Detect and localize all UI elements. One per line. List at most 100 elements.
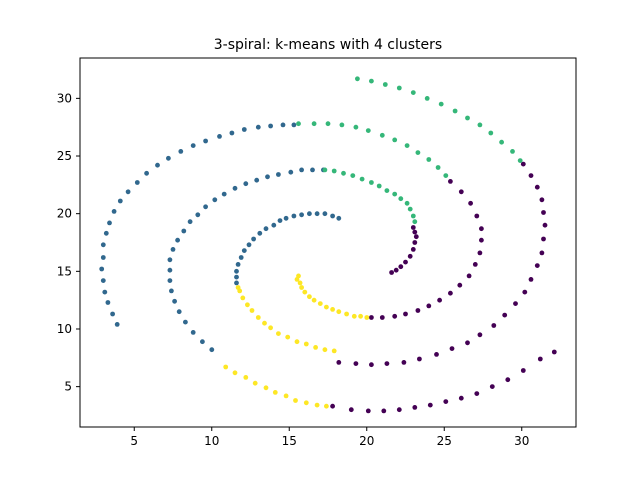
data-point [488,130,494,136]
data-point [246,242,252,248]
data-point [102,289,108,295]
data-point [348,407,354,413]
data-point [170,247,176,252]
data-point [243,375,249,380]
data-point [336,360,342,365]
data-point [263,385,269,391]
data-point [458,395,464,401]
data-point [396,407,402,413]
data-point [252,380,258,386]
data-point [369,180,374,185]
data-point [331,348,337,354]
data-point [175,237,181,243]
data-point [468,200,473,206]
data-point [339,122,345,128]
data-point [310,167,315,173]
data-point [392,313,398,319]
data-point [350,173,356,179]
data-point [379,132,385,138]
data-point [255,315,261,320]
data-point [322,347,328,353]
data-point [169,288,174,294]
data-point [427,402,433,408]
data-point [288,169,294,175]
data-point [449,346,455,351]
data-point [134,180,140,185]
data-point [187,219,193,225]
data-point [212,197,218,203]
data-point [299,285,304,290]
data-point [539,250,545,256]
data-point [232,370,238,376]
y-axis: 5 10 15 20 25 30 [57,91,80,394]
data-point [392,191,398,197]
data-point [183,319,188,325]
data-point [403,259,408,265]
data-point [520,161,526,167]
data-point [100,278,106,283]
data-point [457,282,463,288]
x-tick-label: 25 [437,434,452,448]
data-point [539,197,545,203]
plot-frame [79,57,577,428]
data-point [285,334,291,340]
data-point [203,138,209,144]
data-point [167,257,173,263]
data-point [458,189,464,195]
data-point [217,134,222,139]
data-point [477,122,483,128]
data-point [412,219,418,225]
data-point [240,295,246,301]
data-point [331,168,337,174]
data-point [534,184,540,190]
data-point [172,298,178,304]
x-axis: 5 10 15 20 25 30 [130,427,529,448]
data-point [381,408,387,414]
data-point [412,240,418,245]
data-point [283,393,289,399]
data-point [243,181,249,187]
data-point [541,236,546,242]
data-point [403,311,408,317]
data-point [466,273,472,279]
data-point [283,215,289,221]
data-point [167,278,173,283]
data-point [322,167,328,173]
data-point [351,313,357,319]
data-point [330,403,335,409]
data-point [537,356,543,362]
data-point [257,230,263,236]
data-point [404,200,410,206]
data-point [410,247,416,252]
x-tick-label: 15 [282,434,297,448]
data-point [365,408,371,414]
data-point [272,390,278,395]
data-point [365,128,371,134]
data-point [465,115,470,121]
data-point [384,361,390,366]
data-point [398,196,404,202]
x-tick-label: 30 [514,434,529,448]
data-point [520,368,526,373]
data-point [389,270,394,275]
points-layer [99,76,557,414]
x-tick-label: 5 [130,434,138,448]
data-point [412,405,418,410]
data-point [522,289,528,295]
data-point [313,345,318,350]
data-point [251,236,256,242]
data-point [393,267,399,273]
data-point [234,268,239,274]
data-point [209,347,215,353]
data-point [438,101,444,107]
data-point [426,157,432,162]
data-point [517,158,523,164]
data-point [415,150,421,156]
x-tick-label: 10 [204,434,219,448]
data-point [448,290,453,296]
data-point [465,340,470,346]
data-point [255,124,261,130]
data-point [404,143,410,149]
y-tick-label: 10 [57,322,72,336]
data-point [491,323,497,328]
